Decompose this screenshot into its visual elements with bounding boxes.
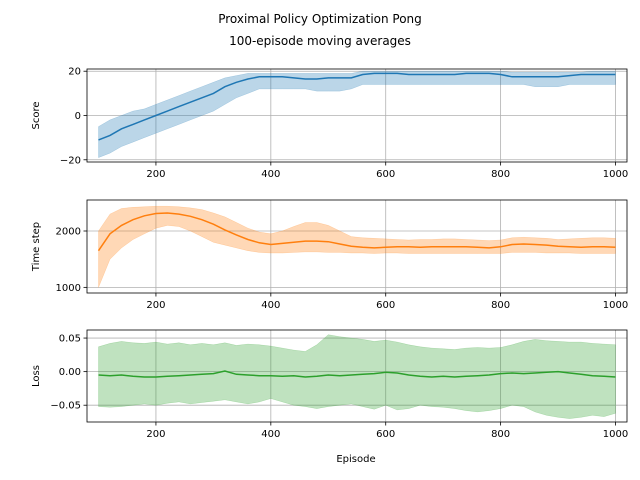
x-tick-label: 200 xyxy=(146,300,165,311)
axes-frame xyxy=(86,199,628,294)
x-tick-label: 1000 xyxy=(603,429,628,440)
y-tick-label: 20 xyxy=(68,67,81,78)
x-tick-label: 800 xyxy=(491,169,510,180)
x-tick-label: 200 xyxy=(146,429,165,440)
axes-frame xyxy=(86,329,628,423)
y-tick-label: 1000 xyxy=(56,283,81,294)
range-band xyxy=(98,334,616,419)
x-tick-label: 400 xyxy=(261,300,280,311)
x-tick-label: 800 xyxy=(491,429,510,440)
y-tick-label: 2000 xyxy=(56,227,81,238)
y-tick-label: 0 xyxy=(75,111,81,122)
subplot-score: 200 400 600 800 1000 −20 0 20 Score xyxy=(31,67,628,180)
x-tick-label: 1000 xyxy=(603,300,628,311)
x-axis-label: Episode xyxy=(336,454,375,465)
subplots: 200 400 600 800 1000 −20 0 20 Score 200 400 600 800 1… xyxy=(31,67,628,440)
y-axis-label: Score xyxy=(31,101,42,129)
x-tick-label: 200 xyxy=(146,169,165,180)
y-tick-label: 0.00 xyxy=(59,367,81,378)
x-tick-label: 600 xyxy=(376,429,395,440)
range-band xyxy=(98,70,616,158)
y-tick-label: −20 xyxy=(60,155,81,166)
x-tick-label: 800 xyxy=(491,300,510,311)
x-tick-label: 400 xyxy=(261,169,280,180)
y-tick-label: 0.05 xyxy=(59,334,81,345)
mean-line xyxy=(98,370,616,378)
y-axis-label: Loss xyxy=(31,365,42,387)
x-tick-label: 600 xyxy=(376,169,395,180)
figure-title-line-1: Proximal Policy Optimization Pong xyxy=(218,12,422,26)
y-axis-label: Time step xyxy=(31,222,42,272)
subplot-loss: 200 400 600 800 1000 −0.05 0.00 0.05 Loss xyxy=(31,329,628,440)
mean-line xyxy=(97,212,616,252)
figure-title-line-2: 100-episode moving averages xyxy=(229,34,411,48)
x-tick-label: 400 xyxy=(261,429,280,440)
x-tick-label: 1000 xyxy=(603,169,628,180)
subplot-time-step: 200 400 600 800 1000 1000 2000 Time step xyxy=(31,199,628,311)
x-tick-label: 600 xyxy=(376,300,395,311)
mean-line xyxy=(98,72,616,141)
y-tick-label: −0.05 xyxy=(50,401,81,412)
